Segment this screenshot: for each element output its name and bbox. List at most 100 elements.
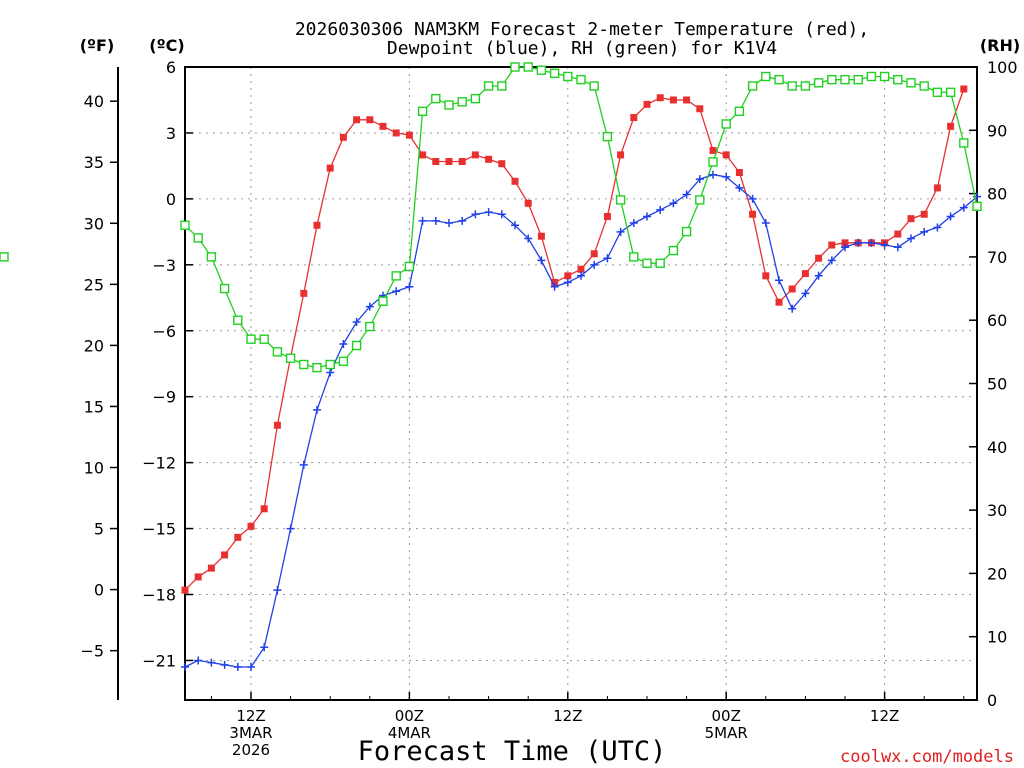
dewpoint-point [207,658,216,667]
temperature-point [234,533,242,541]
rh-point [0,252,9,262]
temperature-point [656,94,664,102]
rh-tick-label: 20 [987,564,1007,583]
temperature-point [762,272,770,280]
temperature-point [524,199,532,207]
temperature-line [184,88,965,591]
rh-point [655,258,665,268]
temperature-point [643,100,651,108]
dewpoint-point [933,223,942,232]
temperature-point [511,177,519,185]
rh-point [457,97,467,107]
rh-tick-label: 10 [987,628,1007,647]
temperature-point [630,114,638,122]
rh-tick-label: 30 [987,501,1007,520]
temperature-point [669,96,677,104]
fahrenheit-tick-label: 30 [84,214,104,233]
rh-point [629,252,639,262]
temperature-point [709,147,717,155]
rh-point [774,74,784,85]
celsius-tick-label: −9 [152,388,176,407]
temperature-point [339,133,347,141]
rh-point [695,195,705,205]
rh-point [879,71,890,82]
temperature-point [300,289,308,297]
grid-lines [185,67,977,700]
dewpoint-point [352,317,361,326]
rh-point [615,195,626,205]
rh-tick-label: 40 [987,438,1007,457]
temperature-point [313,221,321,229]
dewpoint-point [524,234,533,243]
temperature-point [273,421,281,429]
dewpoint-point [273,586,282,595]
rh-point [840,74,850,85]
x-tick-label: 00Z [712,707,741,725]
temperature-point [458,158,466,166]
dewpoint-point [616,227,625,236]
temperature-point [471,151,479,159]
rh-point [312,362,322,373]
dewpoint-point [537,256,546,265]
x-tick-label: 12Z [236,707,265,725]
rh-point [576,74,586,85]
temperature-point [366,116,374,124]
temperature-point [603,212,611,220]
temperature-point [221,551,229,559]
dewpoint-point [313,405,321,414]
rh-point [272,347,283,357]
celsius-tick-label: −12 [142,454,176,473]
celsius-tick-label: 0 [166,190,176,209]
rh-point [219,283,230,294]
dewpoint-point [801,289,810,298]
plot-frame [184,66,978,701]
temperature-point [815,254,823,262]
rh-point [338,356,349,367]
temperature-point [353,116,361,124]
dewpoint-point [907,234,915,243]
dewpoint-point [814,271,823,280]
dewpoint-point [194,656,203,665]
rh-point [734,106,745,117]
temperature-point [194,573,202,581]
temperature-point [722,151,730,159]
dewpoint-point [775,276,783,285]
dewpoint-point [511,221,519,230]
x-tick-label: 12Z [553,707,582,725]
fahrenheit-tick-label: 5 [94,520,104,539]
axis-ticks: 630−3−6−9−12−15−18−214035302520151050−51… [80,58,1017,759]
temperature-point [564,272,572,280]
x-tick-label: 2026 [232,741,270,759]
rh-point [351,340,362,351]
rh-point [417,106,428,117]
temperature-point [551,278,559,286]
dewpoint-point [841,243,849,252]
fahrenheit-tick-label: 20 [84,336,104,355]
dewpoint-point [550,282,559,291]
temperature-point [577,265,585,273]
rh-point [972,201,982,211]
rh-point [233,315,243,325]
dewpoint-point [827,256,836,265]
fahrenheit-unit-label: (ºF) [80,36,115,55]
rh-point [523,62,533,72]
temperature-point [788,285,796,293]
celsius-tick-label: 3 [166,124,176,143]
rh-tick-label: 70 [987,248,1007,267]
celsius-tick-label: −18 [142,586,176,605]
rh-point [510,62,520,72]
dewpoint-point [867,238,876,247]
dewpoint-point [577,271,585,280]
temperature-point [841,239,849,247]
rh-point [747,81,758,91]
dewpoint-point [563,278,572,287]
dewpoint-point [669,199,678,208]
rh-point [404,261,415,272]
dewpoint-line [184,174,978,668]
rh-tick-label: 0 [987,691,997,710]
rh-point [444,100,454,110]
dewpoint-point [854,238,863,247]
dewpoint-point [431,216,440,225]
rh-point [906,78,916,88]
